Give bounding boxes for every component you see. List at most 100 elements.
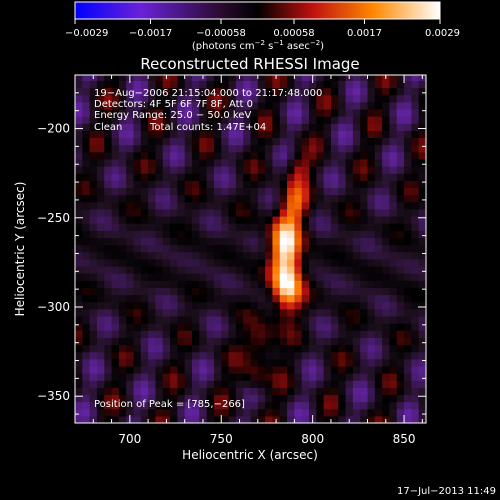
heatmap-cell [89, 308, 98, 317]
heatmap-cell [118, 358, 127, 367]
heatmap-cell [250, 194, 259, 203]
heatmap-cell [301, 415, 310, 423]
heatmap-cell [170, 94, 178, 103]
heatmap-cell [199, 315, 208, 324]
heatmap-cell [360, 301, 369, 310]
heatmap-cell [243, 408, 252, 417]
heatmap-cell [140, 265, 149, 274]
heatmap-cell [221, 415, 230, 423]
heatmap-cell [133, 358, 142, 367]
heatmap-cell [133, 330, 142, 338]
heatmap-cell [192, 273, 200, 281]
heatmap-cell [228, 116, 237, 124]
heatmap-cell [345, 173, 354, 181]
heatmap-cell [301, 230, 310, 238]
heatmap-cell [192, 294, 200, 303]
heatmap-cell [118, 108, 127, 117]
heatmap-cell [345, 380, 354, 388]
heatmap-cell [323, 230, 332, 238]
heatmap-cell [89, 237, 98, 246]
heatmap-cell [287, 123, 295, 131]
heatmap-cell [104, 87, 113, 96]
heatmap-cell [338, 265, 347, 274]
heatmap-cell [89, 273, 98, 281]
heatmap-cell [360, 101, 369, 110]
heatmap-cell [243, 201, 252, 210]
heatmap-cell [330, 258, 339, 267]
heatmap-cell [75, 251, 83, 260]
heatmap-cell [389, 408, 398, 417]
heatmap-cell [323, 87, 332, 96]
heatmap-cell [330, 351, 339, 360]
heatmap-cell [199, 280, 208, 288]
heatmap-cell [257, 251, 266, 260]
heatmap-cell [213, 280, 222, 288]
heatmap-cell [177, 401, 186, 410]
colorbar-ticks: −0.0029 −0.0017 −0.00058 0.00058 0.0017 0.002… [65, 19, 460, 39]
heatmap-cell [140, 151, 149, 160]
heatmap-cell [374, 151, 383, 160]
heatmap-cell [235, 380, 244, 388]
heatmap-cell [89, 215, 98, 224]
heatmap-cell [228, 237, 237, 246]
heatmap-cell [330, 194, 339, 203]
heatmap-cell [404, 180, 412, 189]
heatmap-cell [243, 173, 252, 181]
heatmap-cell [418, 401, 426, 410]
heatmap-cell [396, 187, 405, 196]
heatmap-cell [396, 280, 405, 288]
heatmap-cell [352, 308, 361, 317]
heatmap-cell [199, 358, 208, 367]
heatmap-cell [75, 230, 83, 238]
heatmap-cell [367, 137, 376, 146]
heatmap-cell [155, 208, 164, 217]
heatmap-cell [221, 294, 230, 303]
heatmap-cell [352, 301, 361, 310]
heatmap-cell [396, 273, 405, 281]
heatmap-cell [206, 101, 215, 110]
heatmap-cell [96, 394, 105, 403]
heatmap-cell [330, 108, 339, 117]
heatmap-cell [206, 323, 215, 331]
heatmap-cell [374, 87, 383, 96]
heatmap-cell [96, 323, 105, 331]
heatmap-cell [104, 358, 113, 367]
heatmap-cell [75, 180, 83, 189]
heatmap-cell [345, 287, 354, 296]
heatmap-cell [279, 80, 288, 89]
heatmap-cell [89, 194, 98, 203]
heatmap-cell [257, 108, 266, 117]
heatmap-cell [118, 237, 127, 246]
heatmap-cell [367, 80, 376, 89]
heatmap-cell [104, 337, 113, 346]
heatmap-cell [323, 144, 332, 153]
heatmap-cell [162, 265, 171, 274]
heatmap-cell [177, 344, 186, 353]
heatmap-cell [82, 151, 91, 160]
heatmap-cell [316, 351, 325, 360]
heatmap-cell [213, 80, 222, 89]
heatmap-cell [323, 315, 332, 324]
heatmap-cell [170, 166, 178, 174]
heatmap-image [75, 75, 426, 423]
heatmap-cell [294, 166, 303, 174]
heatmap-cell [221, 337, 230, 346]
heatmap-cell [294, 408, 303, 417]
heatmap-cell [184, 123, 193, 131]
heatmap-cell [316, 194, 325, 203]
heatmap-cell [206, 151, 215, 160]
heatmap-cell [389, 116, 398, 124]
heatmap-cell [287, 323, 295, 331]
heatmap-cell [75, 208, 83, 217]
heatmap-cell [404, 108, 412, 117]
heatmap-cell [389, 351, 398, 360]
heatmap-cell [243, 415, 252, 423]
heatmap-cell [404, 123, 412, 131]
heatmap-cell [272, 365, 281, 374]
heatmap-cell [89, 387, 98, 396]
heatmap-cell [243, 158, 252, 167]
heatmap-cell [250, 394, 259, 403]
heatmap-cell [323, 158, 332, 167]
heatmap-cell [228, 273, 237, 281]
heatmap-cell [382, 251, 391, 260]
